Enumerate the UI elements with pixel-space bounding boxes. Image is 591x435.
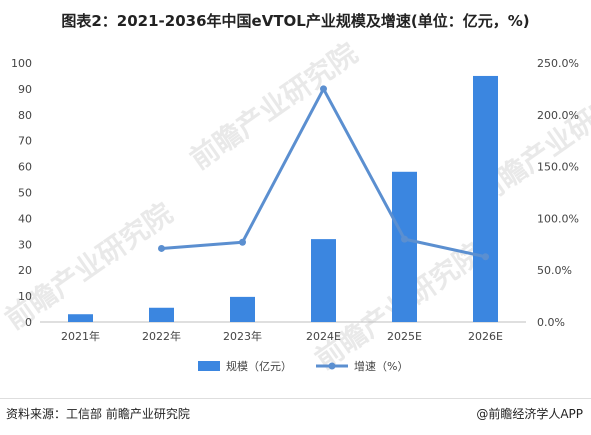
y-left-tick-label: 70: [18, 135, 32, 148]
legend-swatch-bar: [198, 361, 220, 371]
y-right-tick-label: 150.0%: [537, 161, 579, 174]
y-left-tick-label: 100: [11, 57, 32, 70]
brand-label: @前瞻经济学人APP: [476, 407, 583, 421]
y-left-tick-label: 10: [18, 290, 32, 303]
y-right-tick-label: 100.0%: [537, 212, 579, 225]
x-tick-label: 2025E: [387, 330, 422, 343]
y-right-tick-label: 0.0%: [537, 316, 565, 329]
source-note: 资料来源：工信部 前瞻产业研究院: [6, 407, 190, 421]
bar: [149, 307, 174, 322]
x-tick-label: 2022年: [142, 329, 181, 343]
bar: [473, 75, 498, 322]
chart-canvas: 0 10 20 30 40 50 60 70 80 90 100 0.0% 50.0% 100.0% 150…: [11, 57, 579, 373]
x-tick-label: 2024E: [306, 330, 341, 343]
line-point: [401, 235, 408, 243]
line-point: [320, 85, 327, 93]
y-left-tick-label: 90: [18, 83, 32, 96]
y-right-tick-label: 200.0%: [537, 109, 579, 122]
legend-label-bar: 规模（亿元）: [226, 359, 292, 373]
y-left-tick-label: 20: [18, 264, 32, 277]
line-point: [158, 244, 165, 252]
bar: [311, 239, 336, 322]
x-tick-label: 2023年: [223, 329, 262, 343]
bar: [392, 171, 417, 322]
y-left-tick-label: 40: [18, 212, 32, 225]
y-left-tick-label: 50: [18, 187, 32, 200]
y-left-tick-label: 30: [18, 238, 32, 251]
bar: [68, 314, 93, 322]
chart-title: 图表2：2021-2036年中国eVTOL产业规模及增速(单位：亿元，%): [61, 12, 530, 30]
y-right-tick-label: 250.0%: [537, 57, 579, 70]
legend-swatch-marker: [328, 362, 336, 370]
y-left-tick-label: 80: [18, 109, 32, 122]
y-left-tick-label: 60: [18, 161, 32, 174]
bar: [230, 296, 255, 322]
line-point: [239, 238, 246, 246]
footer-divider: [0, 398, 591, 399]
y-left-tick-label: 0: [25, 316, 32, 329]
x-tick-label: 2026E: [468, 330, 503, 343]
y-right-tick-label: 50.0%: [537, 264, 572, 277]
line-point: [482, 253, 489, 261]
legend-label-line: 增速（%）: [354, 359, 408, 373]
x-tick-label: 2021年: [61, 329, 100, 343]
line-series: [161, 87, 486, 259]
